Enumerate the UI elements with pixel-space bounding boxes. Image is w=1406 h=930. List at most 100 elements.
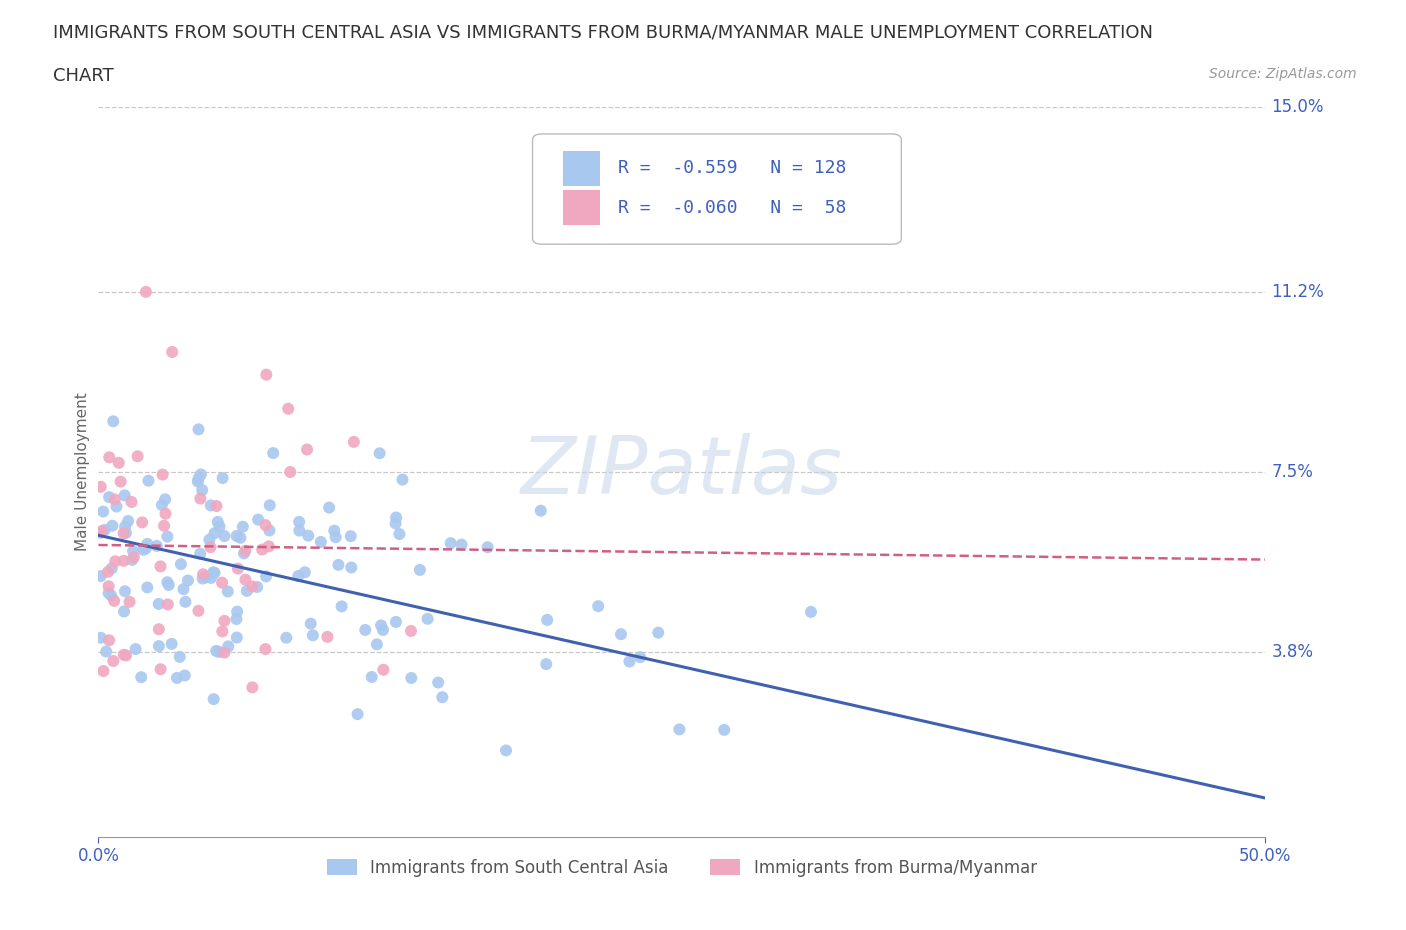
Point	[103, 654, 125, 669]
Point	[90, 525, 112, 540]
Point	[254, 642, 277, 657]
Point	[190, 467, 212, 482]
Point	[360, 670, 382, 684]
Point	[340, 560, 363, 575]
Point	[235, 543, 257, 558]
Point	[211, 575, 233, 590]
Point	[191, 571, 214, 586]
Point	[354, 622, 377, 637]
Point	[114, 488, 136, 503]
Point	[211, 471, 233, 485]
Text: Source: ZipAtlas.com: Source: ZipAtlas.com	[1209, 67, 1357, 81]
Point	[121, 495, 143, 510]
Point	[204, 525, 226, 540]
Point	[91, 524, 114, 538]
Point	[373, 662, 395, 677]
Point	[190, 491, 212, 506]
Point	[188, 546, 211, 561]
Point	[172, 581, 194, 596]
Point	[235, 572, 257, 587]
Point	[302, 628, 325, 643]
Point	[112, 553, 135, 568]
Point	[204, 565, 226, 580]
Point	[226, 604, 249, 619]
Text: 7.5%: 7.5%	[1271, 463, 1313, 481]
Point	[112, 525, 135, 540]
Text: IMMIGRANTS FROM SOUTH CENTRAL ASIA VS IMMIGRANTS FROM BURMA/MYANMAR MALE UNEMPLO: IMMIGRANTS FROM SOUTH CENTRAL ASIA VS IM…	[53, 23, 1153, 41]
Point	[205, 644, 228, 658]
Point	[200, 539, 222, 554]
Point	[156, 575, 179, 590]
Point	[477, 539, 499, 554]
Point	[205, 498, 228, 513]
Point	[187, 474, 209, 489]
Point	[316, 630, 339, 644]
Point	[103, 414, 125, 429]
Text: 3.8%: 3.8%	[1271, 643, 1313, 661]
Point	[112, 647, 135, 662]
Point	[149, 662, 172, 677]
Point	[98, 490, 121, 505]
Point	[391, 472, 413, 487]
Point	[121, 552, 143, 567]
Point	[800, 604, 823, 619]
Point	[124, 642, 146, 657]
Point	[187, 604, 209, 618]
Point	[187, 472, 209, 486]
Point	[191, 483, 214, 498]
Y-axis label: Male Unemployment: Male Unemployment	[75, 392, 90, 551]
Point	[202, 692, 225, 707]
Point	[136, 537, 159, 551]
Point	[530, 503, 553, 518]
Point	[170, 557, 193, 572]
Point	[138, 473, 160, 488]
Point	[276, 631, 298, 645]
Point	[318, 500, 340, 515]
Point	[668, 722, 690, 737]
Point	[229, 530, 252, 545]
Point	[157, 578, 180, 592]
Point	[254, 367, 277, 382]
Point	[156, 529, 179, 544]
Point	[233, 546, 256, 561]
Point	[287, 568, 309, 583]
Point	[278, 465, 301, 480]
Point	[153, 518, 176, 533]
Point	[217, 584, 239, 599]
Point	[90, 631, 112, 645]
Point	[97, 586, 120, 601]
Point	[169, 649, 191, 664]
Point	[288, 514, 311, 529]
Point	[246, 579, 269, 594]
Point	[173, 668, 195, 683]
Text: 11.2%: 11.2%	[1271, 283, 1324, 301]
Point	[101, 518, 124, 533]
Point	[416, 611, 439, 626]
Point	[309, 535, 332, 550]
Point	[131, 515, 153, 530]
Point	[103, 593, 125, 608]
Point	[214, 645, 236, 660]
Point	[366, 637, 388, 652]
Point	[211, 624, 233, 639]
Point	[259, 523, 281, 538]
Point	[295, 442, 318, 457]
FancyBboxPatch shape	[533, 134, 901, 245]
Point	[586, 599, 609, 614]
Point	[153, 492, 176, 507]
Point	[91, 504, 114, 519]
Point	[325, 530, 347, 545]
Point	[385, 615, 408, 630]
Point	[619, 654, 641, 669]
Point	[96, 644, 118, 659]
Point	[346, 707, 368, 722]
Point	[148, 622, 170, 637]
Point	[208, 519, 231, 534]
Point	[299, 617, 322, 631]
Point	[97, 565, 120, 579]
Point	[117, 513, 139, 528]
Point	[149, 559, 172, 574]
Point	[294, 565, 316, 579]
FancyBboxPatch shape	[562, 151, 600, 186]
Point	[132, 542, 155, 557]
